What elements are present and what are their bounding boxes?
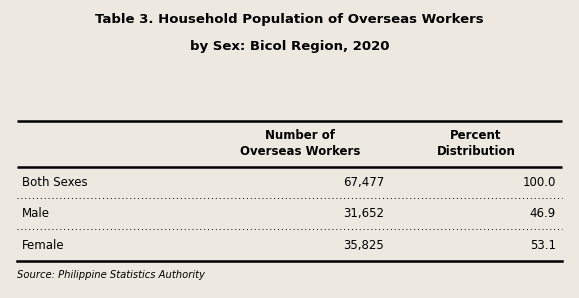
Text: Male: Male — [22, 207, 50, 220]
Text: 53.1: 53.1 — [530, 239, 556, 252]
Text: Number of
Overseas Workers: Number of Overseas Workers — [240, 129, 361, 158]
Text: 31,652: 31,652 — [343, 207, 384, 220]
Text: Percent
Distribution: Percent Distribution — [437, 129, 515, 158]
Text: Table 3. Household Population of Overseas Workers: Table 3. Household Population of Oversea… — [95, 13, 484, 27]
Text: 46.9: 46.9 — [530, 207, 556, 220]
Text: Female: Female — [22, 239, 65, 252]
Text: by Sex: Bicol Region, 2020: by Sex: Bicol Region, 2020 — [190, 40, 389, 53]
Text: Both Sexes: Both Sexes — [22, 176, 87, 189]
Text: 100.0: 100.0 — [522, 176, 556, 189]
Text: Source: Philippine Statistics Authority: Source: Philippine Statistics Authority — [17, 270, 205, 280]
Text: 67,477: 67,477 — [343, 176, 384, 189]
Text: 35,825: 35,825 — [344, 239, 384, 252]
